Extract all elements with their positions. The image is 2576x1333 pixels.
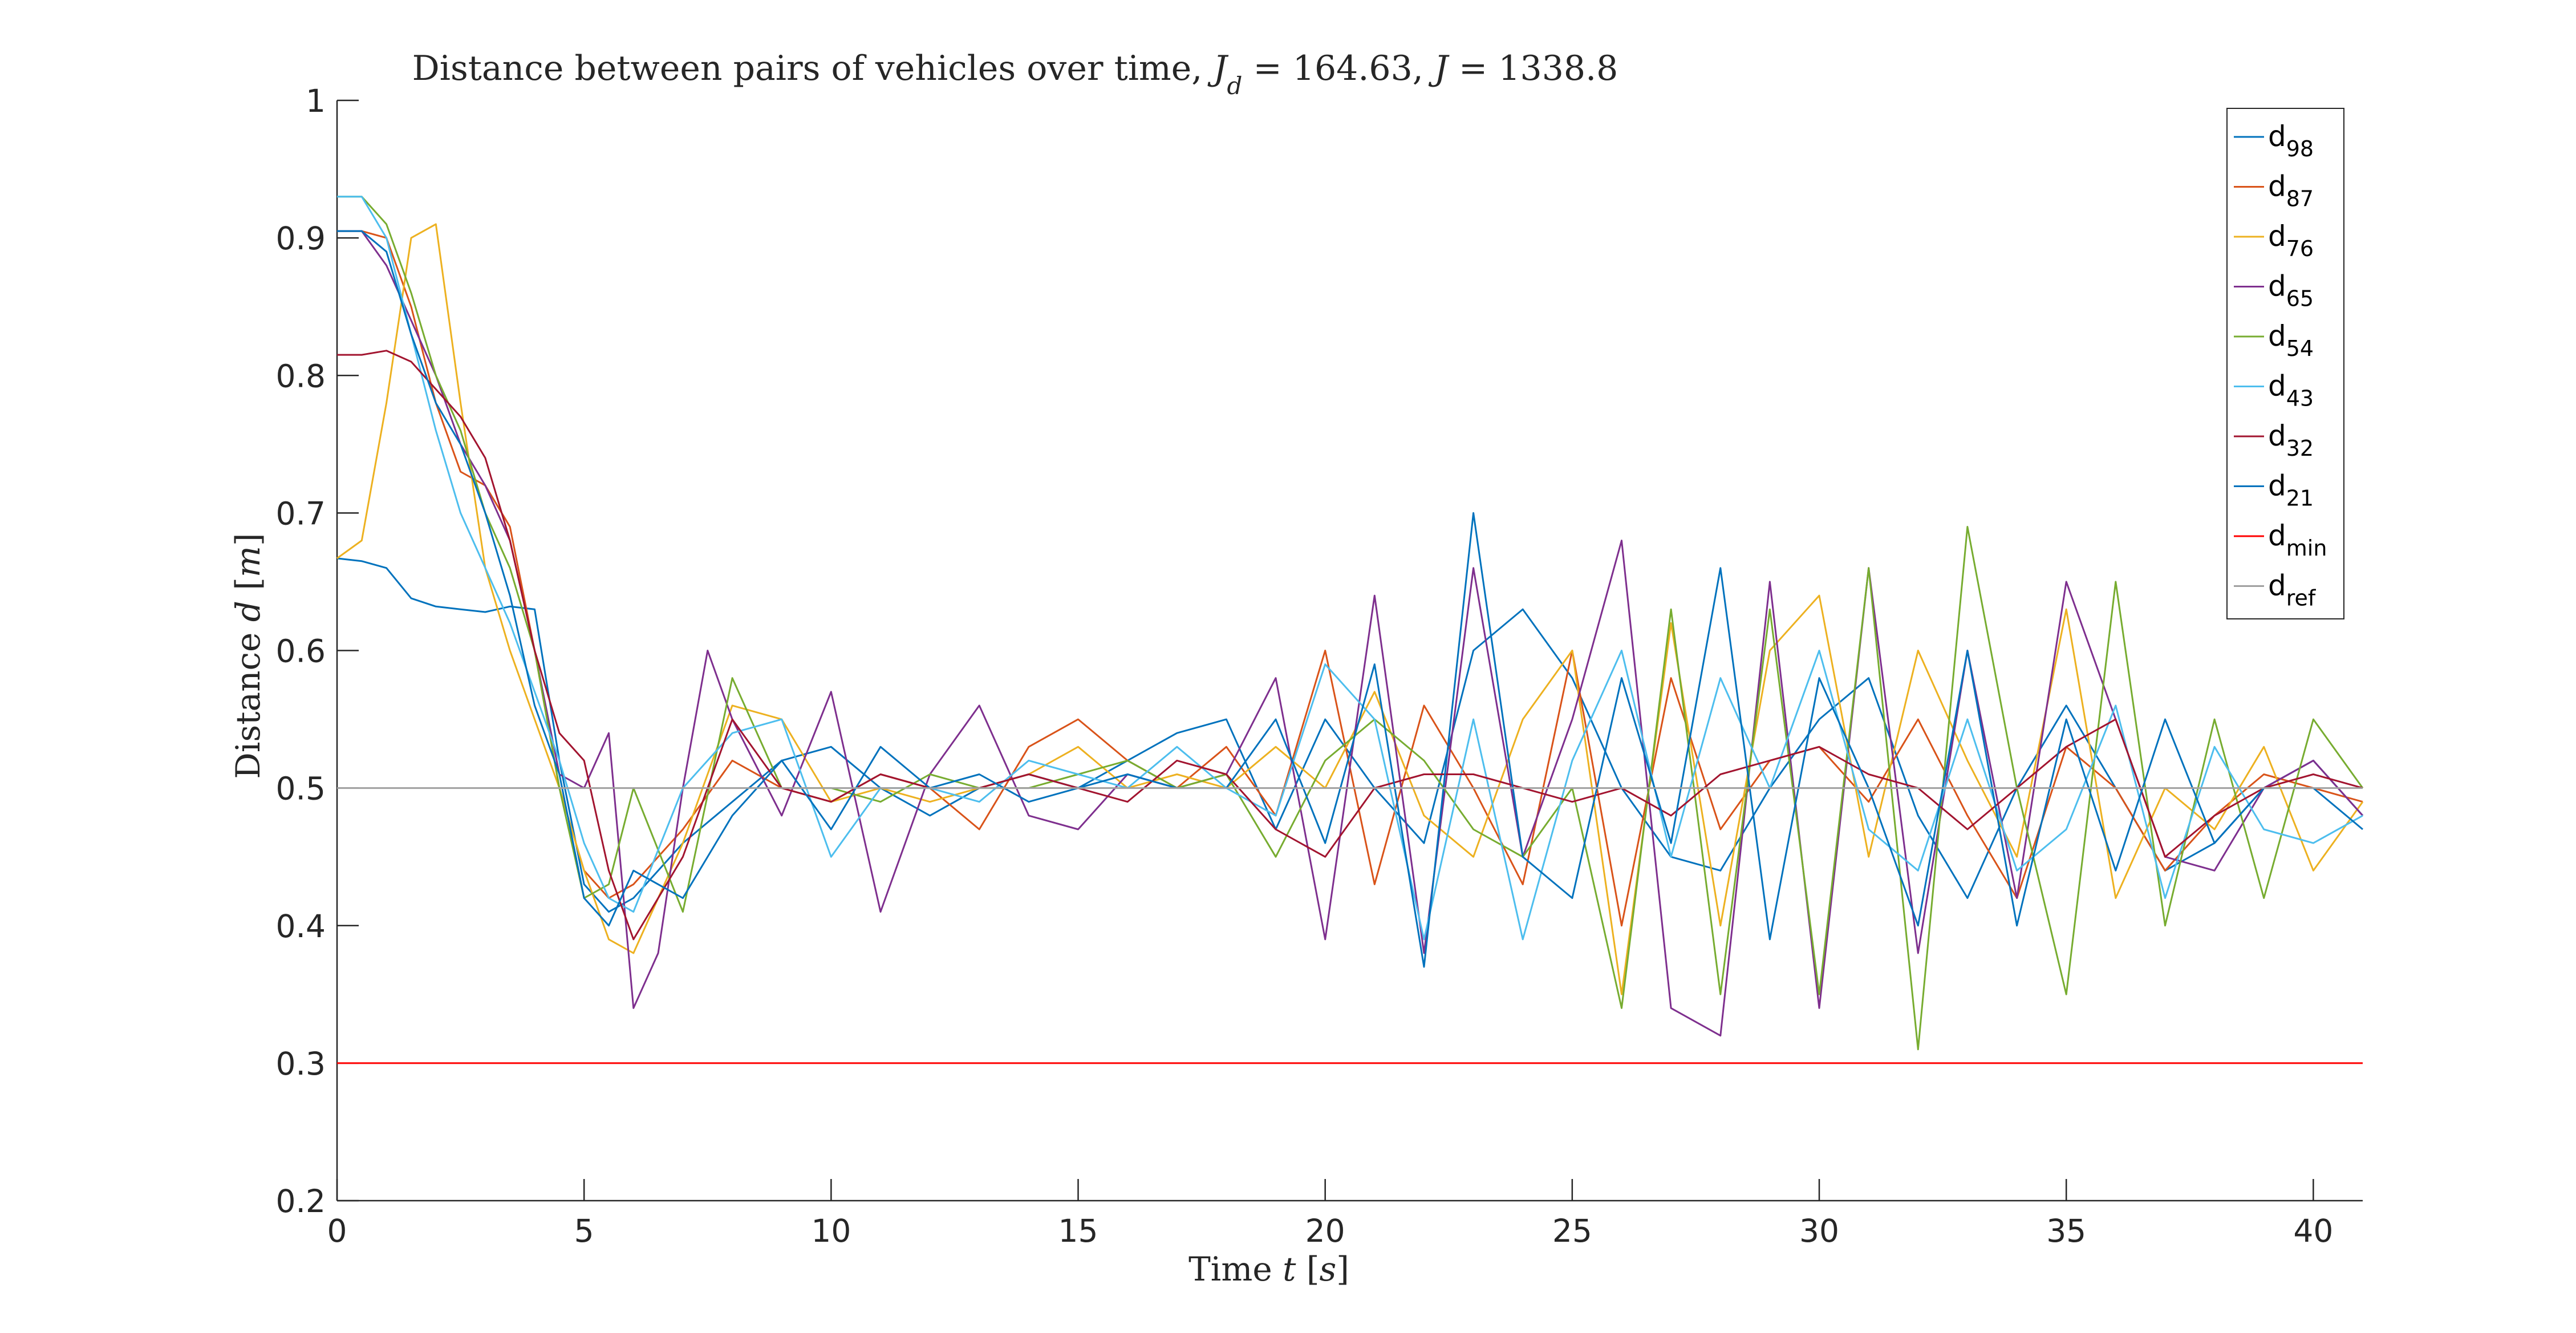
y-tick-label: 0.4 [276,908,326,945]
plot-area [337,100,2363,1201]
series-line-d-32 [337,350,2363,941]
legend-entry: d65 [2268,270,2314,311]
x-tick-label: 40 [2293,1213,2333,1249]
legend: d98 d87 d76 d65 d54 d43 d32 d21 dmin dref [2226,108,2344,619]
x-tick-label: 10 [811,1213,851,1249]
y-tick-label: 0.5 [276,771,326,807]
x-tick-label: 5 [574,1213,594,1249]
legend-entry: dref [2268,569,2317,611]
x-ticks: 0 5 10 15 20 25 30 35 40 [327,1179,2333,1249]
plot-lines [336,196,2364,1064]
y-tick-label: 0.6 [276,633,326,670]
x-tick-label: 25 [1552,1213,1592,1249]
series-line-d-54 [337,196,2364,1051]
y-tick-label: 0.2 [276,1183,326,1219]
legend-entry: d98 [2268,120,2314,161]
x-tick-label: 20 [1305,1213,1345,1249]
y-tick-label: 1 [306,83,326,119]
axes [336,100,2363,1202]
legend-entry: d21 [2268,469,2314,511]
x-tick-label: 35 [2046,1213,2086,1249]
x-tick-label: 0 [327,1213,347,1249]
y-tick-label: 0.7 [276,495,326,532]
y-tick-label: 0.3 [276,1046,326,1082]
x-tick-label: 15 [1058,1213,1098,1249]
legend-entry: d87 [2268,170,2314,212]
chart-title: Distance between pairs of vehicles over … [412,48,1618,100]
legend-entry: d43 [2268,370,2314,411]
legend-box [2226,108,2344,619]
y-axis-label: Distance d [m] [229,533,267,779]
legend-entry: dmin [2268,519,2327,561]
y-ticks: 0.2 0.3 0.4 0.5 0.6 0.7 0.8 0.9 1 [276,83,359,1219]
x-tick-label: 30 [1799,1213,1839,1249]
legend-entry: d32 [2268,419,2314,461]
y-tick-label: 0.9 [276,220,326,257]
legend-entry: d76 [2268,220,2314,261]
x-axis-label: Time t [s] [1188,1250,1349,1289]
legend-entry: d54 [2268,319,2314,361]
series-line-d-98 [336,557,2364,913]
y-tick-label: 0.8 [276,358,326,394]
